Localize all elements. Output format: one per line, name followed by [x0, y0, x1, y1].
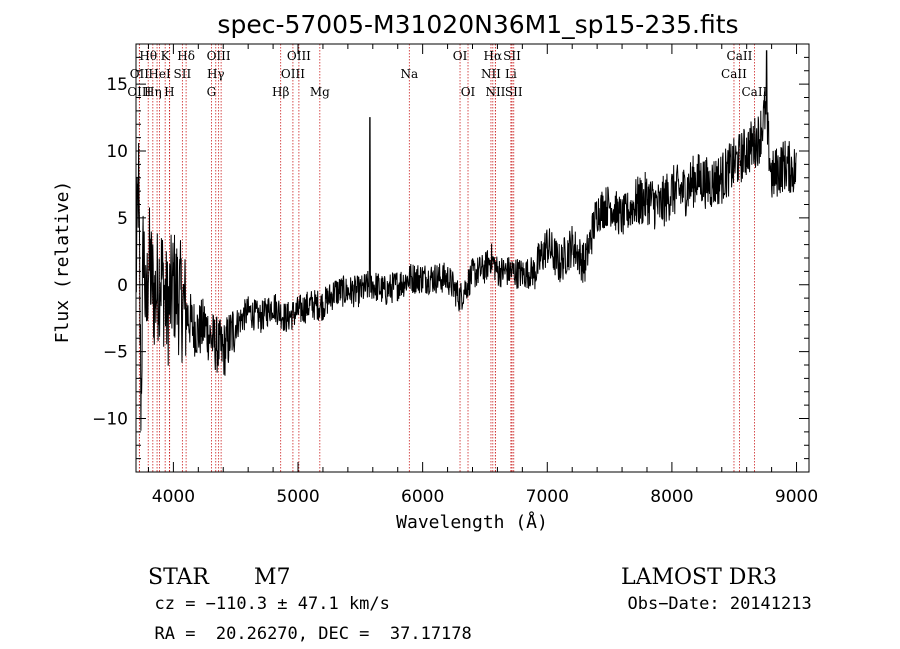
survey-name: LAMOST DR3	[621, 565, 777, 590]
line-label-26: SII	[505, 85, 523, 99]
line-label-15: NII	[481, 67, 501, 81]
subclass-label: M7	[254, 565, 291, 590]
line-label-16: Li	[505, 67, 517, 81]
y-tick-label-4: 10	[106, 142, 128, 162]
line-label-2: Hδ	[177, 49, 195, 63]
line-label-27: CaII	[741, 85, 767, 99]
x-tick-label-4: 8000	[650, 487, 693, 507]
object-subclass: M7	[240, 540, 291, 590]
line-label-12: Hγ	[207, 67, 225, 81]
cz-value: cz = −110.3 ± 47.1 km/s	[154, 594, 390, 614]
line-label-20: H	[164, 85, 174, 99]
line-label-21: G	[207, 85, 217, 99]
x-axis: 4000 5000 6000 7000 8000 9000	[147, 44, 818, 507]
line-label-17: CaII	[721, 67, 747, 81]
line-label-18: OIII	[127, 85, 151, 99]
y-tick-label-1: −5	[103, 343, 128, 363]
class-label: STAR	[148, 565, 209, 590]
line-label-4: OIII	[287, 49, 311, 63]
line-label-10: HeI	[148, 67, 171, 81]
line-label-11: SII	[174, 67, 192, 81]
line-label-13: OIII	[281, 67, 305, 81]
x-tick-label-2: 6000	[401, 487, 444, 507]
line-label-9: OII	[130, 67, 150, 81]
line-label-22: Hβ	[272, 85, 289, 99]
spectrum-line	[135, 50, 797, 431]
line-label-6: Hα	[484, 49, 503, 63]
emission-line-markers	[138, 44, 755, 472]
object-class: STAR	[134, 540, 209, 590]
x-tick-label-1: 5000	[276, 487, 319, 507]
y-tick-label-3: 5	[117, 209, 128, 229]
line-label-19: Hη	[144, 85, 162, 99]
y-axis-label: Flux (relative)	[52, 181, 73, 344]
line-label-1: K	[161, 49, 171, 63]
obs-date-readout: Obs−Date: 20141213	[607, 574, 812, 614]
coordinates-readout: RA = 20.26270, DEC = 37.17178	[134, 604, 472, 644]
survey-label: LAMOST DR3	[607, 540, 777, 590]
y-axis: −10 −5 0 5 10 15	[92, 56, 809, 460]
x-tick-label-5: 9000	[775, 487, 818, 507]
obs-date: Obs−Date: 20141213	[627, 594, 812, 614]
line-label-3: OIII	[207, 49, 231, 63]
x-axis-label: Wavelength (Å)	[396, 511, 548, 533]
line-label-8: CaII	[727, 49, 753, 63]
ra-dec: RA = 20.26270, DEC = 37.17178	[154, 624, 472, 644]
line-label-0: Hθ	[139, 49, 157, 63]
plot-frame	[135, 43, 810, 473]
line-label-23: Mg	[310, 85, 330, 99]
x-tick-label-0: 4000	[152, 487, 195, 507]
line-label-24: OI	[461, 85, 476, 99]
line-label-5: OI	[453, 49, 468, 63]
chart-title: spec-57005-M31020N36M1_sp15-235.fits	[217, 10, 738, 39]
line-label-7: SII	[503, 49, 521, 63]
y-tick-label-0: −10	[92, 410, 128, 430]
line-label-25: NII	[485, 85, 505, 99]
redshift-readout: cz = −110.3 ± 47.1 km/s	[134, 574, 390, 614]
x-tick-label-3: 7000	[526, 487, 569, 507]
y-tick-label-2: 0	[117, 276, 128, 296]
spectrum-series	[135, 50, 797, 431]
y-tick-label-5: 15	[106, 75, 128, 95]
line-label-14: Na	[400, 67, 418, 81]
